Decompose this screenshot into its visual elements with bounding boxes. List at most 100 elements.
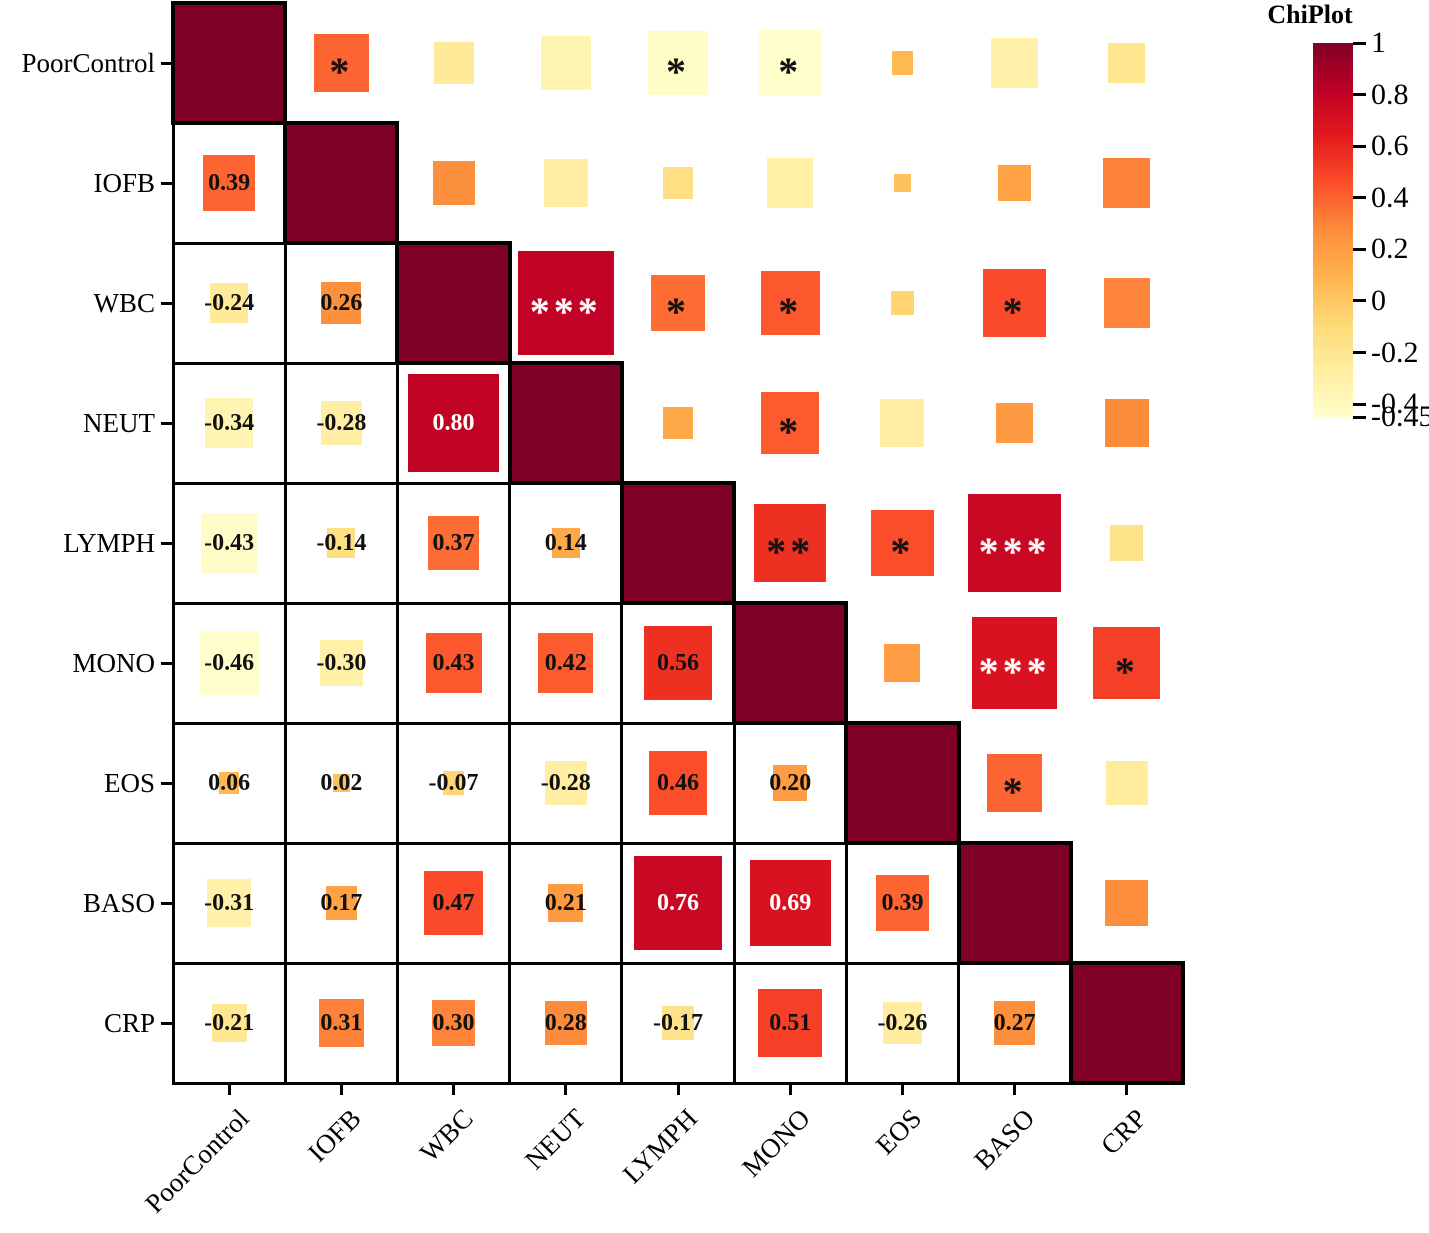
correlation-cell: 0.42	[508, 601, 624, 725]
correlation-value: 0.39	[208, 170, 251, 196]
significance-stars: *	[1002, 288, 1027, 334]
correlation-square	[773, 764, 808, 802]
correlation-square-upper	[1108, 43, 1146, 83]
correlation-value: -0.34	[204, 410, 255, 436]
y-axis-tick	[161, 1021, 173, 1025]
correlation-square-upper	[1110, 525, 1144, 561]
correlation-square	[218, 771, 240, 795]
correlation-cell: 0.37	[395, 481, 512, 605]
correlation-square-upper: *	[651, 274, 705, 334]
colorbar-tick	[1353, 41, 1366, 45]
y-axis-label: LYMPH	[63, 528, 155, 558]
correlation-value: -0.17	[652, 1010, 703, 1036]
correlation-cell: 0.46	[620, 721, 736, 845]
diagonal-cell	[171, 1, 288, 125]
correlation-cell: -0.24	[171, 241, 287, 365]
correlation-square	[994, 1001, 1035, 1045]
colorbar-tick	[1353, 402, 1366, 406]
diagonal-cell	[956, 841, 1073, 965]
correlation-square	[327, 527, 356, 559]
correlation-cell: 0.39	[171, 121, 287, 245]
correlation-cell: 0.30	[395, 961, 512, 1085]
significance-stars: **	[766, 528, 815, 574]
significance-stars: *	[665, 48, 690, 94]
y-axis-tick	[161, 781, 173, 785]
y-axis-tick	[161, 661, 173, 665]
diagonal-cell	[844, 721, 961, 845]
correlation-cell: 0.17	[283, 841, 399, 965]
correlation-value: 0.21	[544, 890, 587, 916]
x-axis-tick	[788, 1083, 792, 1095]
correlation-cell: -0.31	[171, 841, 287, 965]
x-axis-tick	[339, 1083, 343, 1095]
colorbar-tick-label: 0.2	[1371, 232, 1409, 266]
correlation-cell: 0.27	[957, 961, 1073, 1085]
x-axis-tick	[1013, 1083, 1017, 1095]
correlation-value: -0.26	[877, 1010, 928, 1036]
correlation-square-upper: ***	[968, 493, 1061, 593]
correlation-cell: 0.02	[283, 721, 399, 845]
correlation-square-upper	[891, 290, 914, 316]
correlation-square-upper	[540, 36, 591, 90]
colorbar-tick-label: 0.4	[1371, 180, 1409, 214]
correlation-square	[319, 639, 364, 687]
correlation-cell: -0.26	[844, 961, 961, 1085]
significance-stars: ***	[978, 528, 1051, 574]
correlation-cell: 0.20	[732, 721, 848, 845]
colorbar-tick-label: -0.45	[1371, 400, 1429, 433]
correlation-value: 0.17	[320, 890, 363, 916]
correlation-square-upper: *	[987, 753, 1043, 813]
diagonal-cell	[395, 241, 512, 365]
correlation-square	[210, 282, 249, 324]
correlation-square	[538, 633, 594, 693]
correlation-value: 0.37	[432, 530, 475, 556]
correlation-square-upper: *	[1093, 627, 1161, 699]
correlation-square-upper	[996, 403, 1034, 443]
y-axis-label: WBC	[93, 288, 155, 318]
correlation-cell: 0.43	[395, 601, 512, 725]
correlation-cell: 0.21	[508, 841, 624, 965]
correlation-square	[205, 397, 253, 449]
correlation-square-upper	[1105, 880, 1149, 926]
correlation-square	[876, 875, 929, 931]
correlation-square-upper	[663, 167, 693, 199]
correlation-square-upper	[893, 173, 912, 193]
colorbar-tick	[1353, 196, 1366, 200]
correlation-cell: 0.28	[508, 961, 624, 1085]
correlation-square	[882, 1001, 923, 1045]
significance-stars: *	[665, 288, 690, 334]
correlation-cell: -0.43	[171, 481, 287, 605]
correlation-square-upper: *	[871, 509, 934, 577]
correlation-square	[548, 884, 584, 922]
y-axis-label: BASO	[82, 888, 155, 918]
y-axis-label: IOFB	[93, 168, 155, 198]
correlation-cell: 0.76	[620, 841, 736, 965]
correlation-value: -0.31	[204, 890, 255, 916]
correlation-square-upper	[1104, 399, 1149, 447]
correlation-cell: 0.06	[171, 721, 287, 845]
x-axis-tick	[227, 1083, 231, 1095]
correlation-square-upper	[1103, 278, 1150, 328]
colorbar-tick-label: -0.2	[1371, 335, 1419, 369]
colorbar-tick-label: 1	[1371, 26, 1386, 59]
correlation-square-upper	[433, 41, 474, 85]
significance-stars: *	[1114, 648, 1139, 694]
colorbar-tick-label: 0.6	[1371, 129, 1409, 163]
correlation-value: 0.06	[208, 770, 251, 796]
x-axis-tick	[676, 1083, 680, 1095]
correlation-cell: 0.69	[732, 841, 848, 965]
correlation-square	[431, 999, 476, 1047]
correlation-square-upper	[998, 165, 1032, 201]
diagonal-cell	[507, 361, 624, 485]
colorbar-tick	[1353, 247, 1366, 251]
correlation-cell: -0.21	[171, 961, 287, 1085]
x-axis-tick	[452, 1083, 456, 1095]
correlation-value: -0.28	[316, 410, 367, 436]
correlation-value: -0.28	[540, 770, 591, 796]
correlation-square-upper: *	[983, 269, 1047, 337]
correlation-cell: -0.46	[171, 601, 287, 725]
correlation-square-upper: ***	[971, 617, 1058, 709]
y-axis-tick	[161, 61, 173, 65]
x-axis-tick	[900, 1083, 904, 1095]
significance-stars: *	[778, 288, 803, 334]
